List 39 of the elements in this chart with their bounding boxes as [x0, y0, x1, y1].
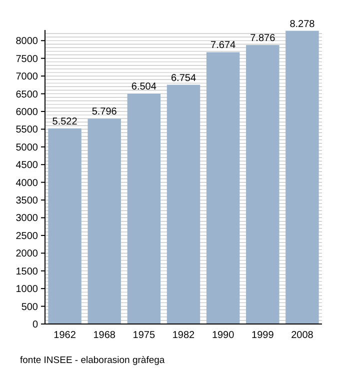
bar: [88, 118, 121, 324]
y-tick-label: 5000: [16, 142, 38, 154]
bar: [286, 30, 319, 324]
y-tick-label: 4000: [16, 178, 38, 189]
x-tick-label: 1975: [132, 330, 156, 341]
y-tick-label: 8000: [16, 36, 38, 48]
x-tick-label: 2008: [291, 330, 314, 341]
bar: [48, 128, 82, 324]
y-tick-label: 2500: [16, 230, 38, 242]
y-tick-label: 4500: [16, 160, 38, 172]
source-note: fonte INSEE - elaborasion gràfega: [20, 355, 166, 366]
y-tick-label: 1000: [16, 284, 38, 296]
x-tick-label: 1962: [54, 330, 76, 341]
x-tick-label: 1982: [172, 330, 196, 341]
y-tick-label: 500: [21, 302, 38, 313]
data-label: 7.674: [210, 40, 236, 52]
y-tick-label: 6500: [16, 89, 38, 100]
y-tick-label: 3000: [16, 213, 38, 224]
bar: [166, 84, 200, 324]
x-tick-label: 1990: [212, 330, 235, 341]
y-tick-label: 6000: [16, 106, 38, 118]
y-tick-label: 7500: [16, 54, 38, 65]
y-tick-label: 3500: [16, 196, 38, 207]
y-tick-label: 7000: [16, 72, 38, 83]
bar: [127, 94, 161, 324]
data-label: 6.754: [170, 72, 196, 84]
y-tick-label: 1500: [16, 266, 38, 278]
data-label: 7.876: [250, 33, 276, 44]
data-label: 8.278: [290, 18, 316, 30]
y-tick-label: 0: [32, 320, 38, 330]
data-label: 5.522: [52, 116, 78, 128]
x-tick-label: 1968: [93, 330, 116, 341]
data-label: 5.796: [92, 106, 118, 118]
data-label: 6.504: [131, 82, 157, 93]
bar: [206, 52, 240, 324]
y-tick-label: 2000: [16, 248, 38, 260]
bar: [246, 45, 280, 324]
y-tick-label: 5500: [16, 124, 38, 136]
x-tick-label: 1999: [252, 330, 274, 341]
